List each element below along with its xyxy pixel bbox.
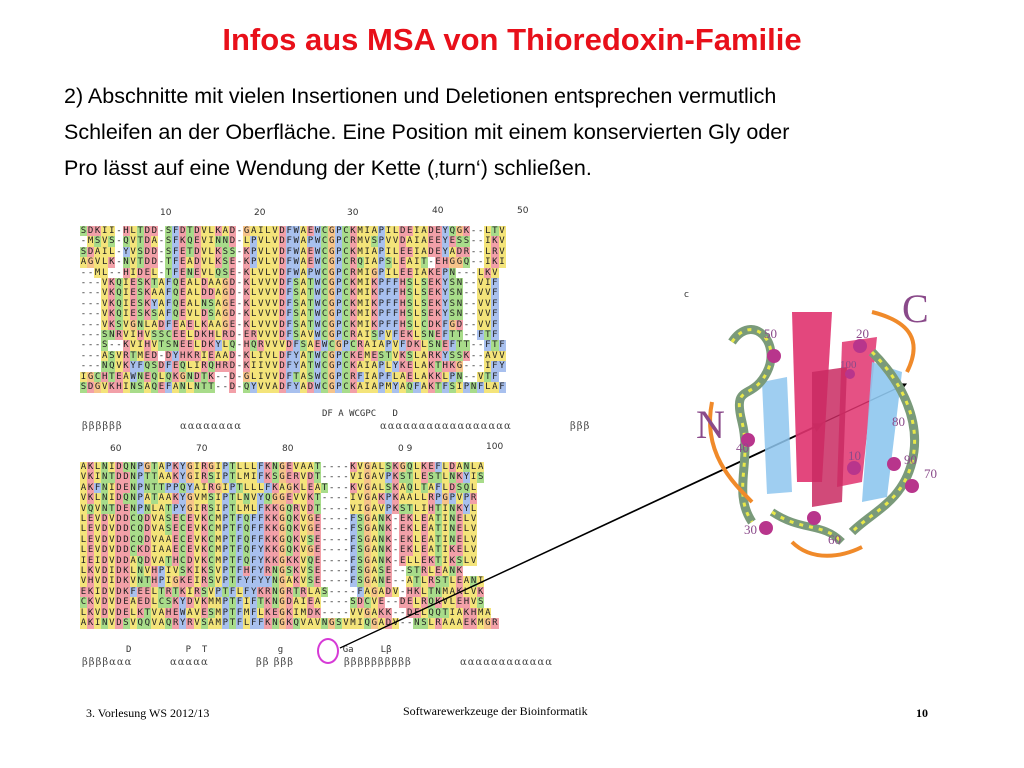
position-number: 10 bbox=[160, 208, 172, 218]
secondary-structure-alpha: αααααααα bbox=[180, 421, 243, 432]
slide-title: Infos aus MSA von Thioredoxin-Familie bbox=[222, 22, 802, 57]
position-number: 40 bbox=[432, 206, 444, 216]
structure-label-n: N bbox=[696, 402, 725, 447]
consensus-line: D P T g Ga Lβ bbox=[126, 645, 392, 655]
conserved-gly-highlight bbox=[317, 638, 339, 664]
position-number: 50 bbox=[517, 206, 529, 216]
svg-text:40: 40 bbox=[736, 440, 749, 455]
position-number: 60 bbox=[110, 444, 122, 454]
position-number: 80 bbox=[282, 444, 294, 454]
svg-text:80: 80 bbox=[892, 414, 905, 429]
svg-text:90: 90 bbox=[904, 452, 917, 467]
secondary-structure-alpha: αααααααααααα bbox=[460, 657, 554, 668]
body-line: Schleifen an der Oberfläche. Eine Positi… bbox=[64, 120, 790, 144]
secondary-structure-beta: βββ bbox=[570, 421, 591, 432]
secondary-structure-beta-alpha: ββββααα bbox=[82, 657, 133, 668]
page-number: 10 bbox=[916, 706, 928, 720]
secondary-structure-alpha: ααααααααααααααααα bbox=[380, 421, 512, 432]
position-number: 70 bbox=[196, 444, 208, 454]
secondary-structure-beta: ββββββββββ bbox=[344, 657, 412, 668]
svg-text:50: 50 bbox=[764, 326, 777, 341]
svg-text:60: 60 bbox=[828, 532, 841, 547]
structure-label-c: C bbox=[902, 286, 929, 331]
thioredoxin-structure-icon: C N 50 20 100 80 40 10 90 70 30 60 bbox=[696, 286, 937, 558]
body-line: Pro lässt auf eine Wendung der Kette (‚t… bbox=[64, 156, 592, 180]
side-marker: c bbox=[684, 290, 689, 300]
body-line: 2) Abschnitte mit vielen Insertionen und… bbox=[64, 84, 777, 108]
consensus-line: DF A WCGPC D bbox=[322, 409, 398, 419]
footer-course: Softwarewerkzeuge der Bioinformatik bbox=[403, 704, 588, 718]
secondary-structure-beta: ββ βββ bbox=[256, 657, 295, 668]
position-number: 20 bbox=[254, 208, 266, 218]
svg-text:10: 10 bbox=[848, 448, 861, 463]
secondary-structure-beta: ββββββ bbox=[82, 421, 123, 432]
position-number: 30 bbox=[347, 208, 359, 218]
svg-text:30: 30 bbox=[744, 522, 757, 537]
secondary-structure-alpha: ααααα bbox=[170, 657, 209, 668]
footer-lecture: 3. Vorlesung WS 2012/13 bbox=[86, 706, 210, 720]
body-text: 2) Abschnitte mit vielen Insertionen und… bbox=[64, 78, 964, 186]
svg-text:20: 20 bbox=[856, 326, 869, 341]
position-number: 0 9 bbox=[398, 444, 413, 454]
svg-text:100: 100 bbox=[840, 359, 857, 371]
svg-text:70: 70 bbox=[924, 466, 937, 481]
position-number: 100 bbox=[486, 442, 504, 452]
